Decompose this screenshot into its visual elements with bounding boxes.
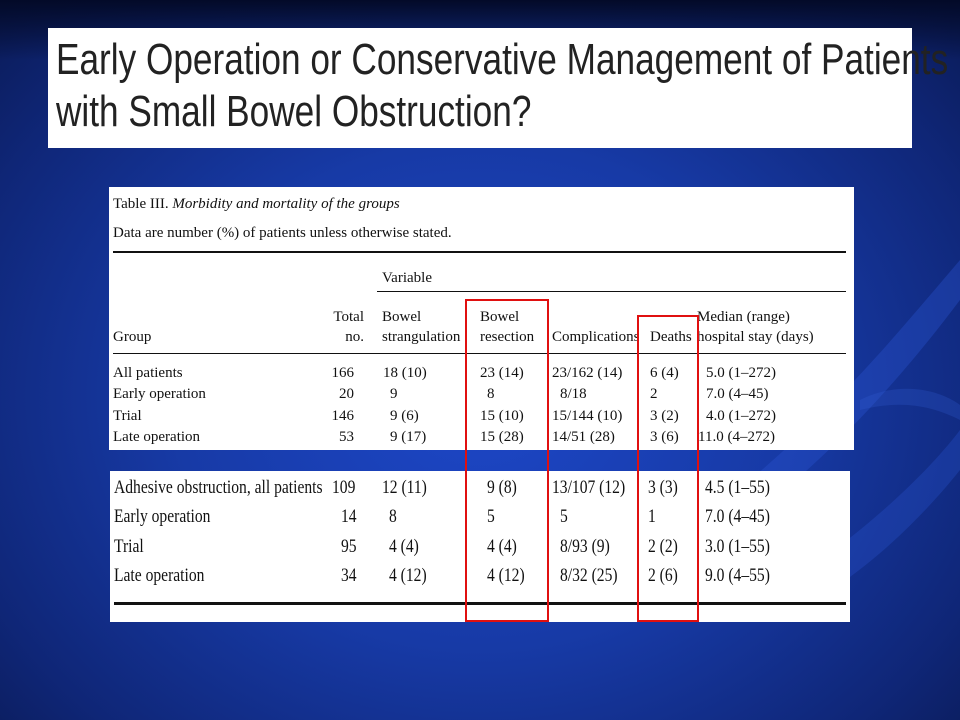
header-resection-line-1: Bowel xyxy=(480,309,520,325)
row-total: 146 xyxy=(331,408,355,424)
row-resection: 15 (10) xyxy=(480,408,524,424)
highlight-box-bowel-resection xyxy=(465,299,549,622)
row-strangulation: 18 (10) xyxy=(383,365,427,381)
header-resection-line-2: resection xyxy=(480,329,535,345)
row-complications: 15/144 (10) xyxy=(552,408,623,424)
row-total: 14 xyxy=(341,506,357,527)
row-deaths: 2 (6) xyxy=(648,565,678,586)
row-deaths: 3 (3) xyxy=(648,477,678,498)
table-top-rule xyxy=(113,251,846,253)
header-rule xyxy=(113,353,846,354)
header-deaths: Deaths xyxy=(650,329,692,345)
row-complications: 8/18 xyxy=(560,386,587,402)
row-strangulation: 12 (11) xyxy=(382,477,427,498)
row-resection: 23 (14) xyxy=(480,365,524,381)
row-strangulation: 9 xyxy=(390,386,398,402)
header-total-line-2: no. xyxy=(345,329,364,345)
row-deaths: 3 (6) xyxy=(650,429,679,445)
table-lower-panel: Adhesive obstruction, all patients 109 1… xyxy=(110,471,850,622)
row-resection: 4 (12) xyxy=(487,565,525,586)
row-strangulation: 9 (6) xyxy=(390,408,419,424)
row-resection: 9 (8) xyxy=(487,477,517,498)
row-strangulation: 4 (4) xyxy=(389,536,419,557)
row-total: 53 xyxy=(339,429,354,445)
row-group: Trial xyxy=(113,408,142,424)
row-deaths: 6 (4) xyxy=(650,365,679,381)
slide-title-line-1: Early Operation or Conservative Manageme… xyxy=(56,35,949,84)
row-group: All patients xyxy=(113,365,183,381)
table-upper-panel: Table III. Morbidity and mortality of th… xyxy=(109,187,854,450)
row-stay: 7.0 (4–45) xyxy=(705,506,770,527)
row-complications: 23/162 (14) xyxy=(552,365,623,381)
header-complications: Complications xyxy=(552,329,640,345)
row-strangulation: 4 (12) xyxy=(389,565,427,586)
row-stay: 7.0 (4–45) xyxy=(706,386,769,402)
row-total: 20 xyxy=(339,386,354,402)
row-total: 34 xyxy=(341,565,357,586)
row-complications: 8/93 (9) xyxy=(560,536,610,557)
row-group: Early operation xyxy=(113,386,206,402)
table-bottom-rule xyxy=(114,602,846,605)
row-deaths: 2 xyxy=(650,386,658,402)
highlight-box-deaths xyxy=(637,315,699,622)
row-deaths: 3 (2) xyxy=(650,408,679,424)
row-group: Trial xyxy=(114,536,144,557)
row-group: Early operation xyxy=(114,506,211,527)
row-resection: 8 xyxy=(487,386,495,402)
row-complications: 14/51 (28) xyxy=(552,429,615,445)
row-stay: 9.0 (4–55) xyxy=(705,565,770,586)
row-group: Late operation xyxy=(113,429,201,445)
row-complications: 8/32 (25) xyxy=(560,565,618,586)
row-deaths: 1 xyxy=(648,506,656,527)
row-strangulation: 9 (17) xyxy=(390,429,427,445)
row-total: 166 xyxy=(331,365,355,381)
row-stay: 11.0 (4–272) xyxy=(698,429,775,445)
row-stay: 3.0 (1–55) xyxy=(705,536,770,557)
variable-header: Variable xyxy=(382,270,432,286)
header-group: Group xyxy=(113,329,152,345)
table-note: Data are number (%) of patients unless o… xyxy=(113,225,452,241)
row-total: 95 xyxy=(341,536,357,557)
header-stay-line-1: Median (range) xyxy=(697,309,790,325)
variable-rule xyxy=(377,291,846,292)
row-stay: 4.0 (1–272) xyxy=(706,408,776,424)
table-caption-title: Morbidity and mortality of the groups xyxy=(172,196,400,212)
row-deaths: 2 (2) xyxy=(648,536,678,557)
slide-title-line-2: with Small Bowel Obstruction? xyxy=(56,87,532,136)
row-group: Adhesive obstruction, all patients xyxy=(114,477,323,498)
table-caption: Table III. Morbidity and mortality of th… xyxy=(113,196,400,212)
row-resection: 5 xyxy=(487,506,495,527)
header-total-line-1: Total xyxy=(333,309,364,325)
table-caption-prefix: Table III. xyxy=(113,196,169,212)
header-stay-line-2: hospital stay (days) xyxy=(697,329,814,345)
row-strangulation: 8 xyxy=(389,506,397,527)
header-strangulation-line-1: Bowel xyxy=(382,309,422,325)
row-resection: 4 (4) xyxy=(487,536,517,557)
row-complications: 5 xyxy=(560,506,568,527)
slide-title: Early Operation or Conservative Manageme… xyxy=(48,28,949,148)
row-group: Late operation xyxy=(114,565,205,586)
row-complications: 13/107 (12) xyxy=(552,477,626,498)
row-stay: 4.5 (1–55) xyxy=(705,477,770,498)
row-stay: 5.0 (1–272) xyxy=(706,365,776,381)
row-total: 109 xyxy=(332,477,356,498)
header-strangulation-line-2: strangulation xyxy=(382,329,461,345)
row-resection: 15 (28) xyxy=(480,429,524,445)
